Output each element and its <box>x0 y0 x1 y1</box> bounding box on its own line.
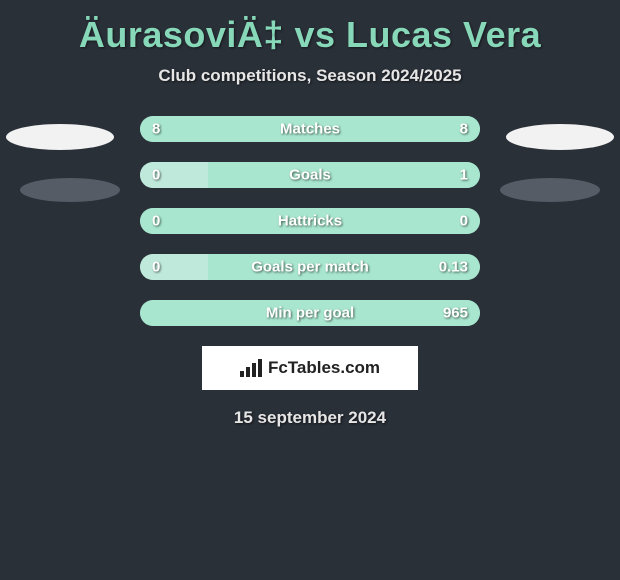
stat-value-left: 8 <box>152 121 160 138</box>
bar-chart-icon <box>240 359 262 377</box>
stat-row: 965 Min per goal <box>140 300 480 326</box>
brand-badge: FcTables.com <box>202 346 418 390</box>
stat-label: Hattricks <box>278 213 342 230</box>
stat-label: Goals per match <box>251 259 369 276</box>
stat-value-right: 0.13 <box>439 259 468 276</box>
page-title: ÄurasoviÄ‡ vs Lucas Vera <box>0 0 620 56</box>
player-right-badge-top <box>506 124 614 150</box>
subtitle: Club competitions, Season 2024/2025 <box>0 66 620 86</box>
stat-row: 0 1 Goals <box>140 162 480 188</box>
brand-text: FcTables.com <box>268 358 380 378</box>
stat-row: 0 0 Hattricks <box>140 208 480 234</box>
stat-row: 0 0.13 Goals per match <box>140 254 480 280</box>
stat-label: Goals <box>289 167 331 184</box>
player-left-badge-top <box>6 124 114 150</box>
stat-row: 8 8 Matches <box>140 116 480 142</box>
stat-value-left: 0 <box>152 259 160 276</box>
stat-label: Min per goal <box>266 305 354 322</box>
stat-value-right: 965 <box>443 305 468 322</box>
player-right-badge-bottom <box>500 178 600 202</box>
stat-value-left: 0 <box>152 167 160 184</box>
stat-value-right: 1 <box>460 167 468 184</box>
player-left-badge-bottom <box>20 178 120 202</box>
stat-fill-right <box>208 162 480 188</box>
date-text: 15 september 2024 <box>0 408 620 428</box>
stat-value-left: 0 <box>152 213 160 230</box>
stat-fill-left <box>140 162 208 188</box>
stat-fill-left <box>140 254 208 280</box>
stats-container: 8 8 Matches 0 1 Goals 0 0 Hattricks 0 0.13 Goals pe… <box>140 116 480 326</box>
stat-label: Matches <box>280 121 340 138</box>
stat-value-right: 0 <box>460 213 468 230</box>
stat-value-right: 8 <box>460 121 468 138</box>
